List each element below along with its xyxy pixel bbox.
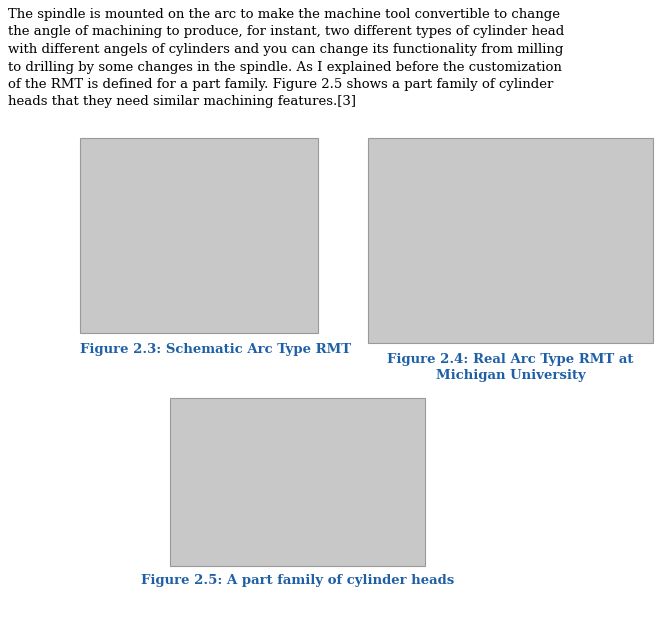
Text: The spindle is mounted on the arc to make the machine tool convertible to change: The spindle is mounted on the arc to mak… [8,8,560,21]
FancyBboxPatch shape [80,138,318,333]
FancyBboxPatch shape [170,398,425,566]
Text: Michigan University: Michigan University [436,369,585,382]
Text: Figure 2.5: A part family of cylinder heads: Figure 2.5: A part family of cylinder he… [141,574,454,587]
FancyBboxPatch shape [368,138,653,343]
Text: Figure 2.4: Real Arc Type RMT at: Figure 2.4: Real Arc Type RMT at [387,353,634,366]
Text: heads that they need similar machining features.[3]: heads that they need similar machining f… [8,95,356,109]
Text: of the RMT is defined for a part family. Figure 2.5 shows a part family of cylin: of the RMT is defined for a part family.… [8,78,553,91]
Text: the angle of machining to produce, for instant, two different types of cylinder : the angle of machining to produce, for i… [8,25,564,38]
Text: with different angels of cylinders and you can change its functionality from mil: with different angels of cylinders and y… [8,43,563,56]
Text: Figure 2.3: Schematic Arc Type RMT: Figure 2.3: Schematic Arc Type RMT [80,343,351,356]
Text: to drilling by some changes in the spindle. As I explained before the customizat: to drilling by some changes in the spind… [8,61,562,73]
